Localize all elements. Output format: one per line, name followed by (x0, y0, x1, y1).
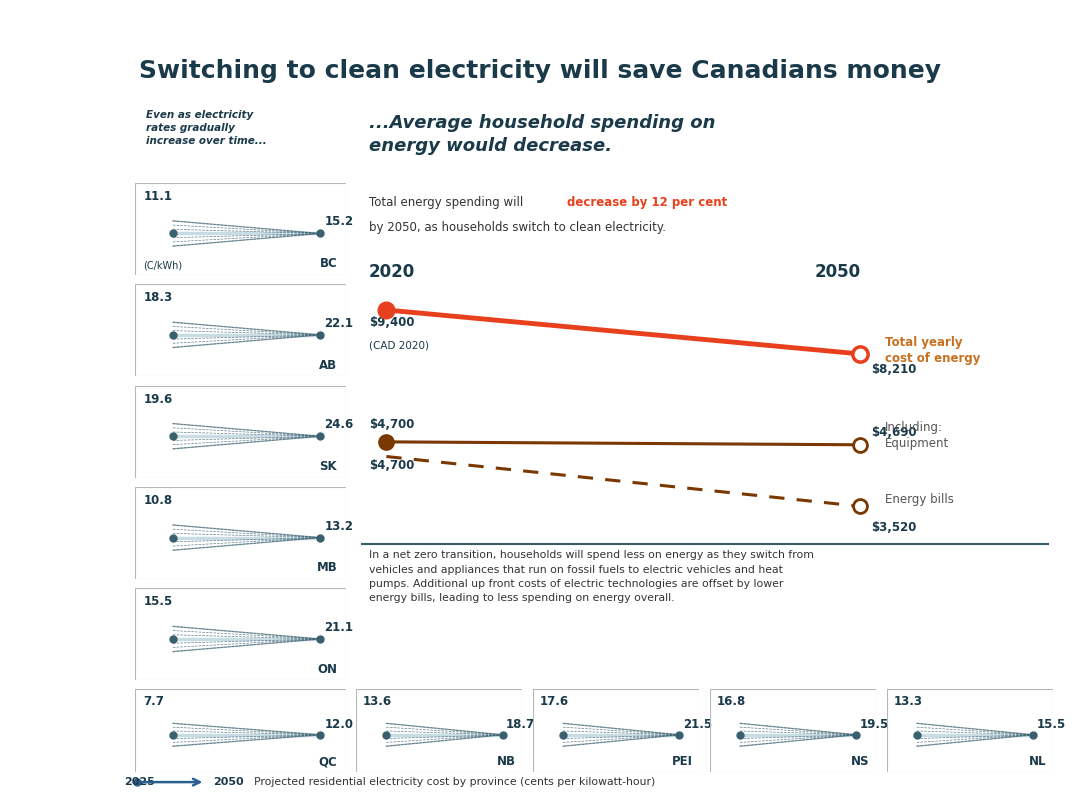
Text: 18.3: 18.3 (144, 291, 173, 304)
Text: 16.8: 16.8 (717, 695, 746, 708)
Text: Total energy spending will: Total energy spending will (368, 196, 527, 209)
Text: SK: SK (320, 460, 337, 473)
Text: PEI: PEI (672, 755, 692, 768)
Bar (135, 386, 346, 478)
Bar (887, 689, 1053, 772)
Text: 21.1: 21.1 (325, 621, 353, 634)
Text: 2050: 2050 (213, 777, 243, 787)
Bar (135, 183, 346, 275)
Text: Projected residential electricity cost by province (cents per kilowatt-hour): Projected residential electricity cost b… (254, 777, 656, 787)
Text: ...Average household spending on
energy would decrease.: ...Average household spending on energy … (368, 113, 715, 154)
Text: Switching to clean electricity will save Canadians money: Switching to clean electricity will save… (139, 59, 941, 83)
Bar (135, 588, 346, 680)
Text: $3,520: $3,520 (870, 521, 916, 534)
Bar (135, 487, 346, 579)
Text: $4,690: $4,690 (870, 426, 917, 439)
Text: Including:
Equipment: Including: Equipment (886, 421, 949, 451)
Text: 7.7: 7.7 (144, 695, 164, 708)
Text: NB: NB (497, 755, 516, 768)
Text: NL: NL (1029, 755, 1047, 768)
Text: $8,210: $8,210 (870, 363, 916, 375)
Text: Total yearly
cost of energy: Total yearly cost of energy (886, 337, 981, 365)
Text: $9,400: $9,400 (368, 316, 415, 329)
Text: $4,700: $4,700 (368, 459, 414, 473)
Text: 11.1: 11.1 (144, 190, 173, 203)
Text: AB: AB (319, 359, 337, 371)
Text: 17.6: 17.6 (540, 695, 569, 708)
Text: 15.5: 15.5 (1037, 718, 1066, 731)
Text: 13.2: 13.2 (325, 520, 353, 533)
Text: 22.1: 22.1 (325, 317, 353, 330)
Text: ON: ON (318, 663, 337, 676)
Text: 2025: 2025 (124, 777, 154, 787)
Text: In a net zero transition, households will spend less on energy as they switch fr: In a net zero transition, households wil… (368, 550, 813, 604)
Text: 18.7: 18.7 (505, 718, 535, 731)
Text: (C/kWh): (C/kWh) (144, 261, 183, 270)
Text: 19.5: 19.5 (860, 718, 889, 731)
Text: 15.2: 15.2 (325, 215, 353, 229)
Text: by 2050, as households switch to clean electricity.: by 2050, as households switch to clean e… (368, 221, 665, 234)
Text: 12.0: 12.0 (325, 718, 353, 731)
Text: 13.3: 13.3 (893, 695, 922, 708)
Text: 10.8: 10.8 (144, 494, 173, 507)
Text: MB: MB (316, 562, 337, 574)
Text: 21.5: 21.5 (683, 718, 712, 731)
Text: 19.6: 19.6 (144, 393, 173, 406)
Text: 2050: 2050 (814, 263, 861, 281)
Text: 15.5: 15.5 (144, 596, 173, 608)
Text: Energy bills: Energy bills (886, 493, 954, 506)
Text: QC: QC (319, 755, 337, 768)
Text: $4,700: $4,700 (368, 418, 414, 432)
Bar (711, 689, 876, 772)
Text: decrease by 12 per cent: decrease by 12 per cent (567, 196, 727, 209)
Text: Even as electricity
rates gradually
increase over time...: Even as electricity rates gradually incr… (146, 110, 267, 146)
Text: NS: NS (851, 755, 869, 768)
Text: 2020: 2020 (368, 263, 415, 281)
Bar (135, 689, 346, 772)
Text: 24.6: 24.6 (325, 418, 354, 432)
Bar (534, 689, 700, 772)
Text: 13.6: 13.6 (363, 695, 392, 708)
Text: (CAD 2020): (CAD 2020) (368, 341, 429, 351)
Bar (356, 689, 523, 772)
Text: BC: BC (320, 257, 337, 270)
Bar (135, 284, 346, 376)
